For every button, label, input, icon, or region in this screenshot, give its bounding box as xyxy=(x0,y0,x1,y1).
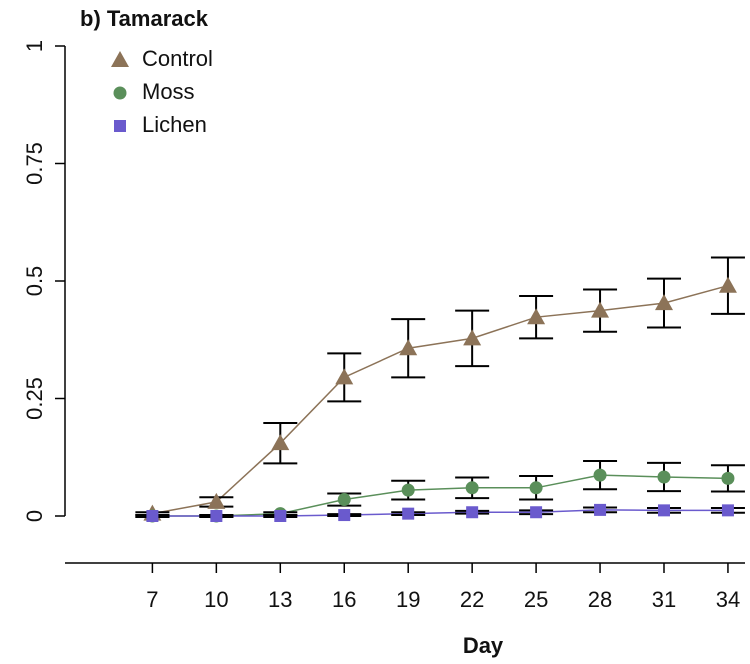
marker xyxy=(527,308,546,325)
x-tick-label: 25 xyxy=(524,587,548,612)
marker xyxy=(210,510,223,522)
marker xyxy=(401,483,415,497)
marker xyxy=(529,481,543,495)
series-line xyxy=(152,474,728,517)
x-tick-label: 31 xyxy=(652,587,676,612)
x-axis-label: Day xyxy=(463,633,504,658)
marker xyxy=(402,507,415,520)
marker xyxy=(337,493,351,507)
y-tick-label: 0.25 xyxy=(22,377,47,420)
y-tick-label: 1 xyxy=(22,40,47,52)
marker xyxy=(721,504,734,517)
marker xyxy=(335,368,354,385)
series-line xyxy=(152,284,729,515)
legend-label: Lichen xyxy=(142,112,207,137)
marker xyxy=(271,434,290,451)
marker xyxy=(657,504,670,517)
x-tick-label: 28 xyxy=(588,587,612,612)
marker xyxy=(591,301,610,318)
chart-title: b) Tamarack xyxy=(80,6,209,31)
marker xyxy=(463,329,482,346)
legend-marker xyxy=(111,51,129,67)
x-tick-label: 19 xyxy=(396,587,420,612)
series-line xyxy=(152,509,728,517)
marker xyxy=(654,294,673,311)
marker xyxy=(274,510,287,522)
y-tick-label: 0 xyxy=(22,510,47,522)
legend-label: Moss xyxy=(142,79,195,104)
marker xyxy=(718,276,737,293)
legend-label: Control xyxy=(142,46,213,71)
marker xyxy=(657,470,671,484)
legend-marker xyxy=(113,86,127,100)
x-tick-label: 16 xyxy=(332,587,356,612)
y-tick-label: 0.75 xyxy=(22,142,47,185)
x-tick-label: 7 xyxy=(146,587,158,612)
marker xyxy=(465,481,479,495)
legend-marker xyxy=(114,120,126,132)
marker xyxy=(466,506,479,519)
marker xyxy=(207,492,226,509)
marker xyxy=(338,509,351,522)
marker xyxy=(146,510,159,522)
x-tick-label: 22 xyxy=(460,587,484,612)
x-tick-label: 34 xyxy=(716,587,740,612)
marker xyxy=(721,471,735,485)
x-tick-label: 13 xyxy=(268,587,292,612)
marker xyxy=(530,506,543,519)
marker xyxy=(594,503,607,516)
marker xyxy=(399,339,418,356)
y-tick-label: 0.5 xyxy=(22,266,47,297)
x-tick-label: 10 xyxy=(204,587,228,612)
marker xyxy=(593,468,607,482)
